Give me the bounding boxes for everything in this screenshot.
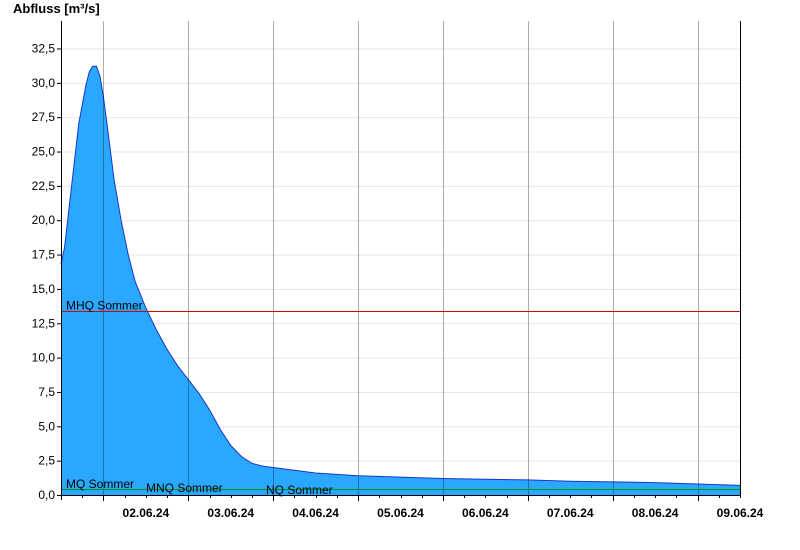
reference-lines: MHQ Sommer MQ Sommer MNQ Sommer NQ Sommer: [61, 299, 740, 497]
x-tick-label: 05.06.24: [377, 506, 424, 520]
mq-label: MQ Sommer: [66, 477, 134, 491]
y-tick-label: 5,0: [38, 419, 55, 433]
y-tick-label: 27,5: [32, 110, 56, 124]
discharge-area: [60, 21, 741, 496]
mnq-label: MNQ Sommer: [146, 481, 223, 495]
y-tick-label: 10,0: [32, 351, 56, 365]
x-tick-label: 08.06.24: [632, 506, 679, 520]
y-tick-label: 22,5: [32, 179, 56, 193]
y-tick-label: 2,5: [38, 454, 55, 468]
axes: 0,0 2,5 5,0 7,5 10,0 12,5 15,0 17,5 20,0 22,5 25,0…: [32, 21, 764, 520]
y-tick-label: 7,5: [38, 385, 55, 399]
x-tick-label: 04.06.24: [292, 506, 339, 520]
x-tick-label: 03.06.24: [207, 506, 254, 520]
nq-label: NQ Sommer: [266, 483, 333, 497]
y-tick-label: 20,0: [32, 213, 56, 227]
mhq-label: MHQ Sommer: [66, 299, 143, 313]
y-axis-label: Abfluss [m³/s]: [13, 1, 100, 16]
y-tick-label: 12,5: [32, 316, 56, 330]
x-tick-label: 09.06.24: [717, 506, 764, 520]
y-tick-label: 0,0: [38, 488, 55, 502]
x-tick-label: 07.06.24: [547, 506, 594, 520]
y-tick-label: 30,0: [32, 76, 56, 90]
x-tick-label: 02.06.24: [123, 506, 170, 520]
y-tick-label: 15,0: [32, 282, 56, 296]
y-tick-label: 25,0: [32, 145, 56, 159]
discharge-line: [60, 65, 741, 486]
discharge-area-fill: [61, 66, 740, 496]
x-tick-label: 06.06.24: [462, 506, 509, 520]
y-tick-label: 32,5: [32, 41, 56, 55]
y-tick-label: 17,5: [32, 248, 56, 262]
